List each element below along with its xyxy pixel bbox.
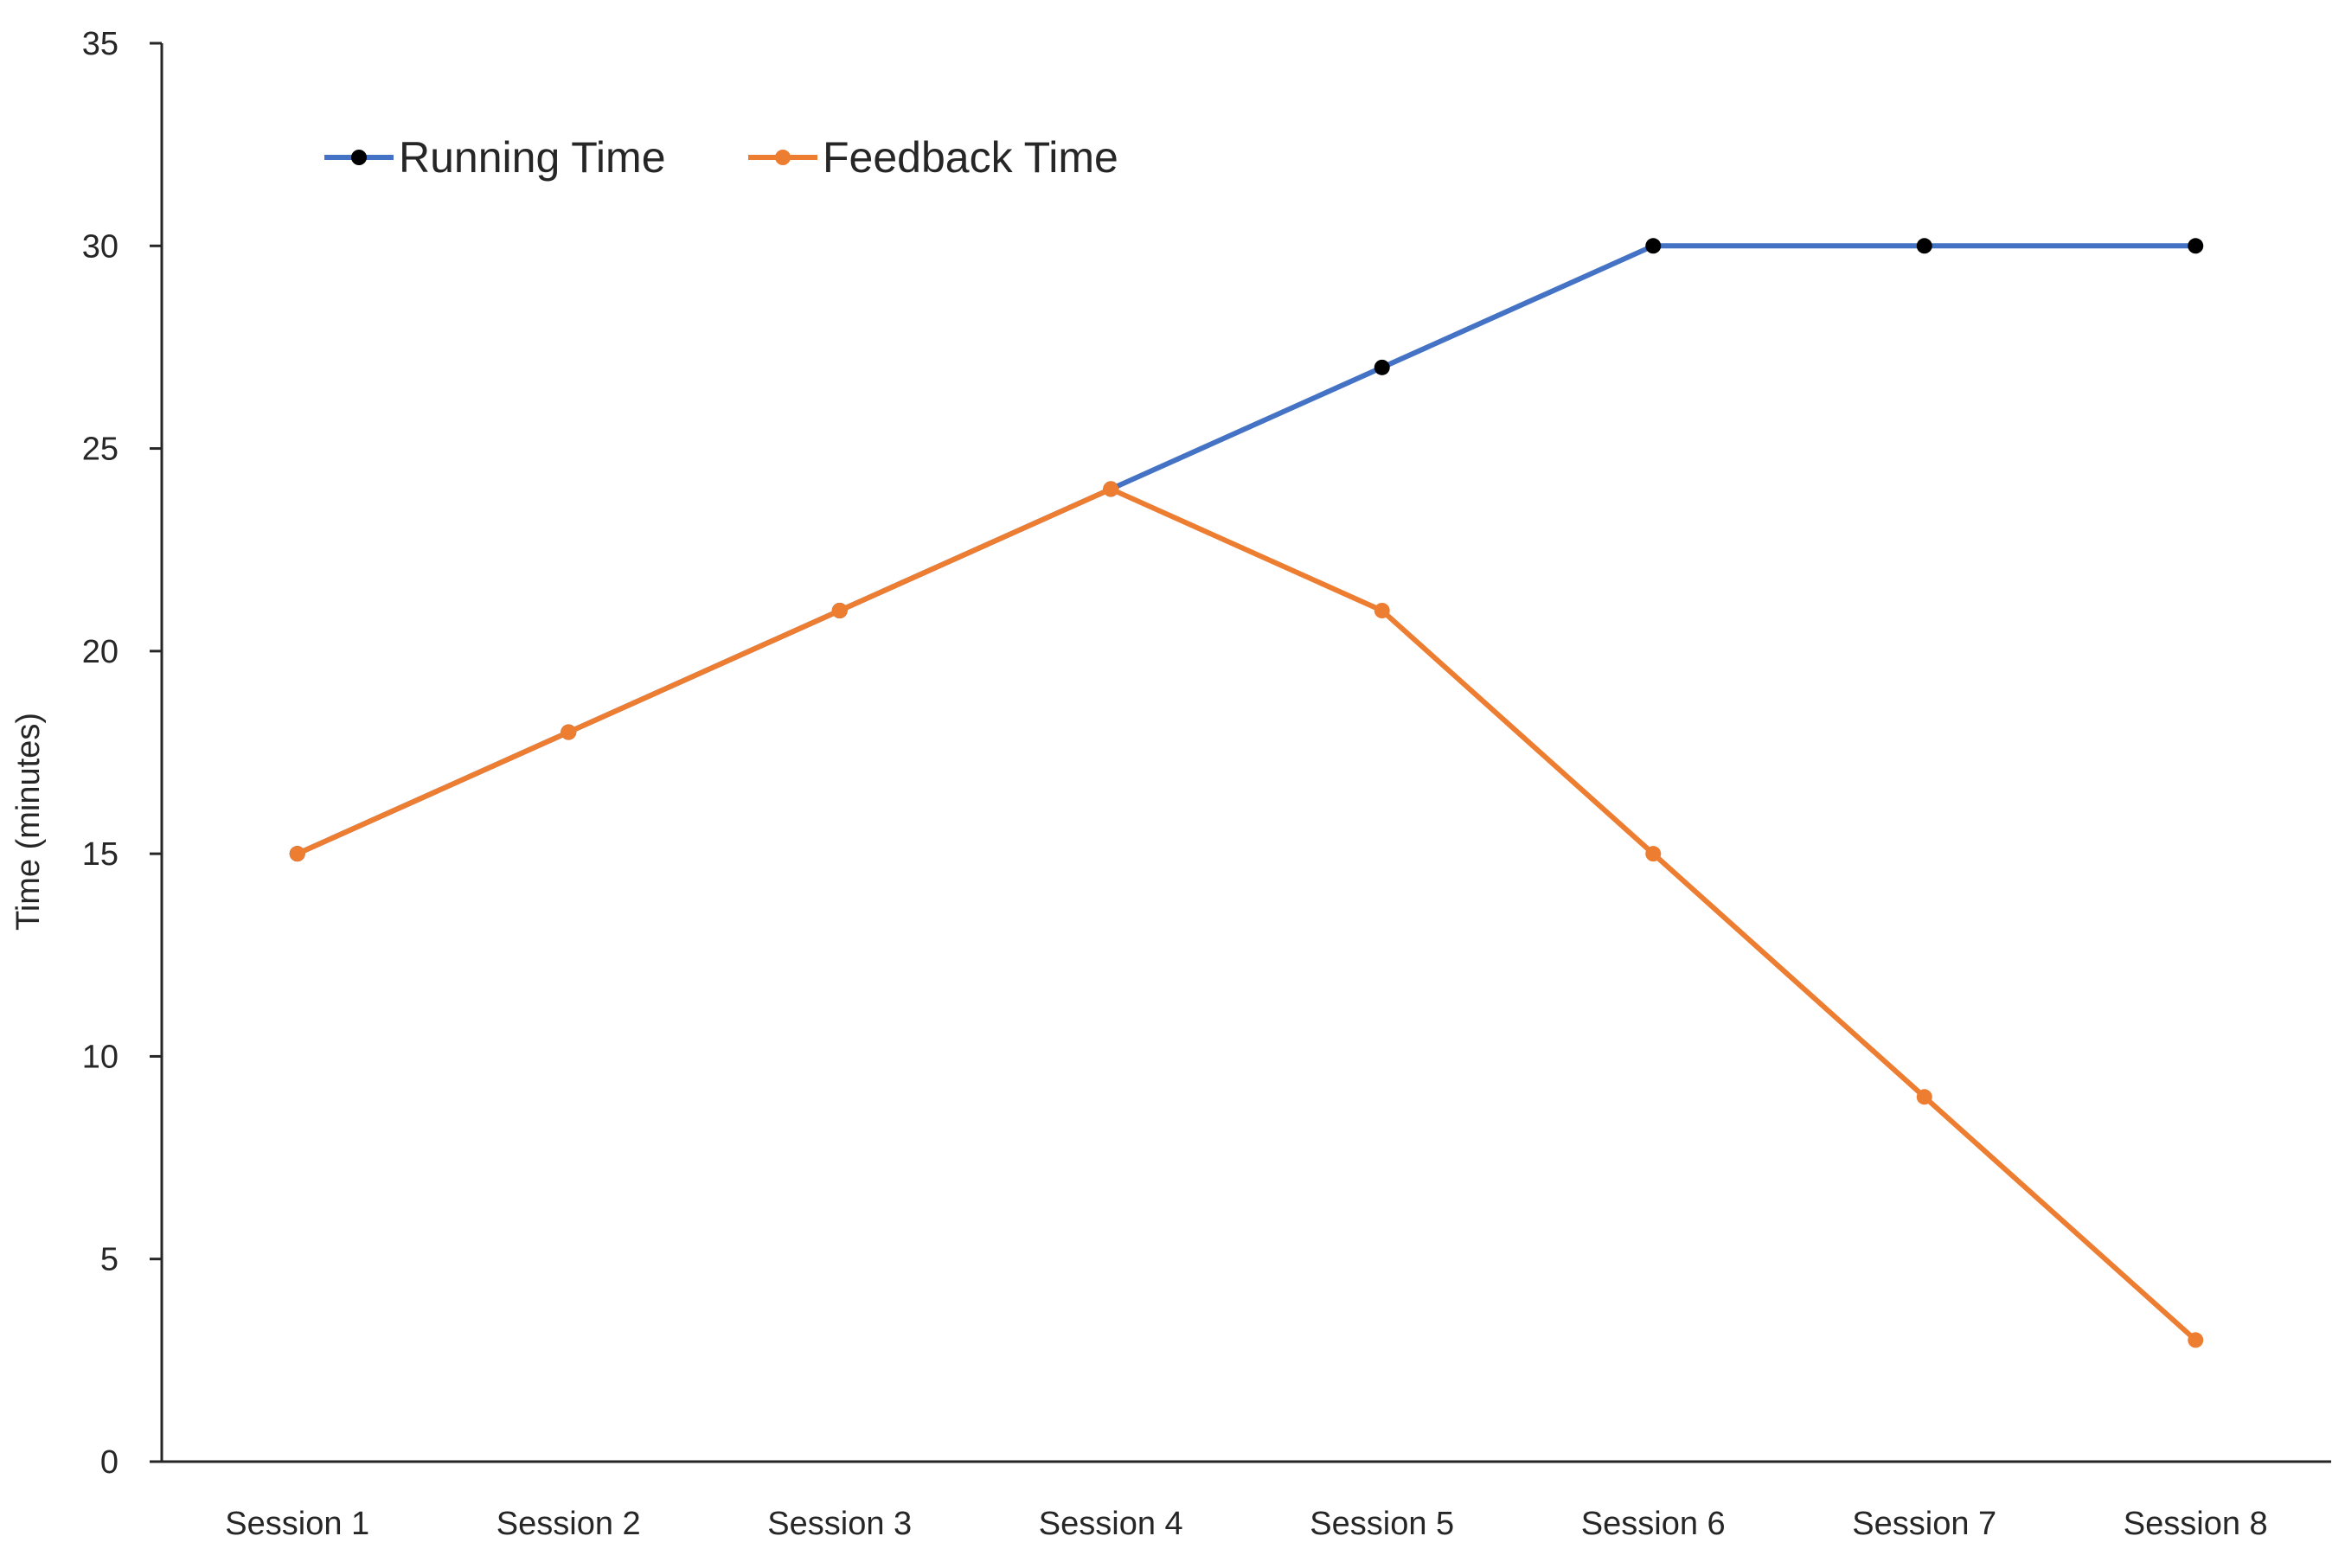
y-axis-title: Time (minutes) [10,713,47,931]
legend-entry: Running Time [324,133,666,182]
data-point [1645,238,1662,254]
data-point [1645,846,1662,862]
data-point [2188,1332,2204,1348]
y-tick-label: 5 [100,1242,119,1278]
x-tick-label: Session 8 [2124,1506,2268,1542]
data-point [1374,359,1390,375]
x-axis-ticks: Session 1 Session 2 Session 3 Session 4 Sess… [225,1506,2267,1542]
y-tick-label: 15 [82,836,119,873]
data-point [1916,1089,1932,1105]
y-tick-label: 20 [82,634,119,670]
legend: Running Time Feedback Time [324,133,1118,182]
data-point [1374,603,1390,618]
x-tick-label: Session 3 [767,1506,912,1542]
x-tick-label: Session 7 [1852,1506,1996,1542]
legend-label: Feedback Time [823,133,1118,182]
series-feedback-time [289,481,2204,1348]
data-point [1916,238,1932,254]
legend-marker [775,150,791,165]
data-point [561,724,577,740]
y-tick-label: 0 [100,1444,119,1481]
x-tick-label: Session 5 [1310,1506,1454,1542]
data-point [1103,481,1119,497]
data-point [831,603,848,618]
x-tick-label: Session 4 [1039,1506,1183,1542]
y-tick-label: 30 [82,228,119,265]
y-tick-label: 25 [82,432,119,468]
legend-marker [351,150,367,165]
axes [160,43,2331,1463]
legend-entry: Feedback Time [748,133,1118,182]
y-axis-ticks: 0 5 10 15 20 25 30 35 [82,26,162,1481]
x-tick-label: Session 2 [497,1506,641,1542]
x-tick-label: Session 1 [225,1506,369,1542]
x-tick-label: Session 6 [1581,1506,1726,1542]
y-tick-label: 35 [82,26,119,62]
series-layer [289,238,2204,1348]
legend-label: Running Time [399,133,666,182]
data-point [2188,238,2204,254]
data-point [289,846,305,862]
series-line [294,486,2199,1343]
y-tick-label: 10 [82,1039,119,1075]
